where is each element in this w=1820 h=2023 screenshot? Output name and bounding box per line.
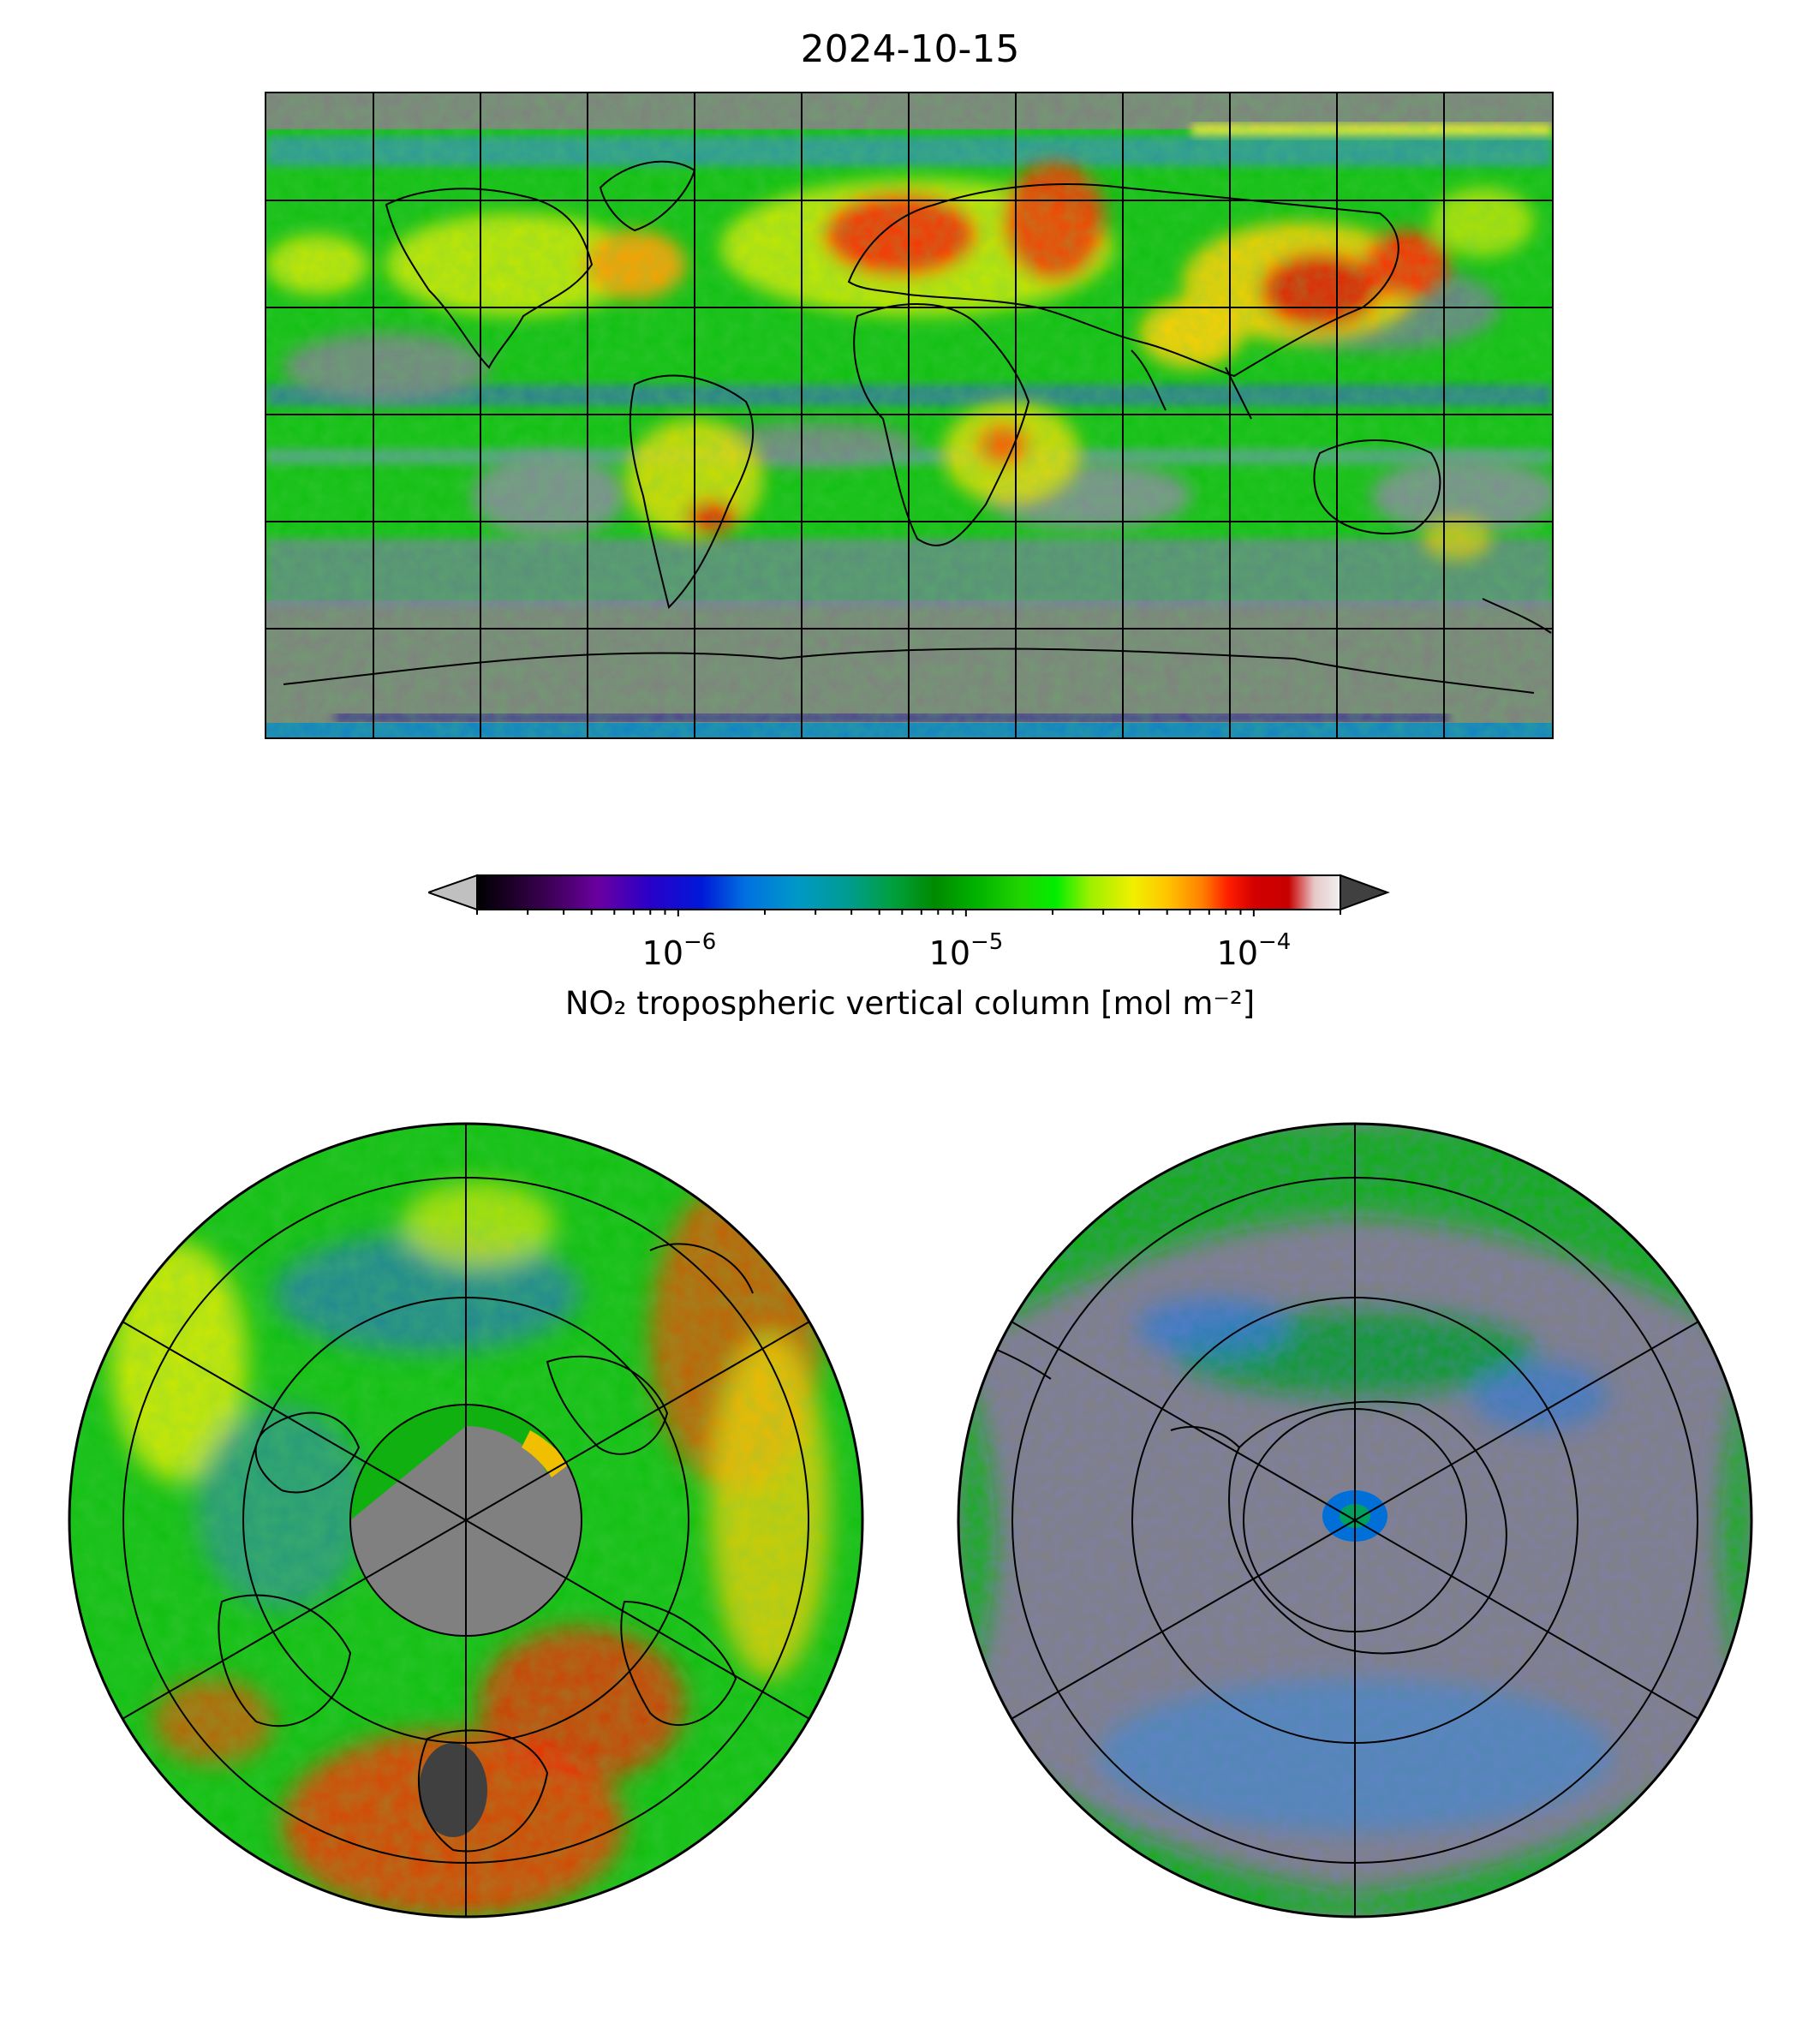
colorbar-tick-label: 10−4 (1216, 929, 1292, 972)
world-map (265, 92, 1554, 739)
colorbar-gradient (476, 874, 1341, 910)
figure-title: 2024-10-15 (800, 27, 1020, 71)
colorbar-over-extension (1340, 874, 1390, 911)
colorbar-under-extension (428, 874, 478, 911)
world-map-svg (266, 93, 1552, 737)
north-polar-map (68, 1122, 864, 1919)
colorbar-tick-label: 10−6 (641, 929, 717, 972)
colorbar (428, 874, 1390, 916)
colorbar-tick-label: 10−5 (928, 929, 1004, 972)
colorbar-label: NO₂ tropospheric vertical column [mol m⁻… (564, 985, 1256, 1022)
south-polar-map (957, 1122, 1753, 1919)
